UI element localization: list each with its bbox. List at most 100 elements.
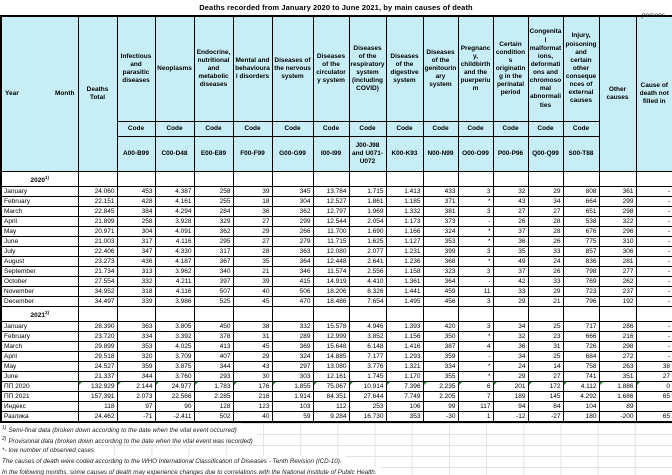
month-row-label: June bbox=[0, 371, 79, 383]
data-cell: 3.760 bbox=[154, 371, 195, 383]
empty-cell bbox=[312, 306, 350, 323]
code-range: C00-D48 bbox=[154, 136, 195, 172]
empty-cell bbox=[492, 306, 529, 323]
data-cell: 1.293 bbox=[385, 351, 424, 363]
data-cell: 21 bbox=[232, 266, 273, 278]
month-row-label: June bbox=[0, 236, 79, 248]
data-cell: 1.173 bbox=[385, 216, 424, 228]
data-cell: 413 bbox=[193, 341, 234, 353]
data-cell: 297 bbox=[271, 361, 314, 373]
data-cell: 355 bbox=[422, 371, 459, 383]
data-cell: 387 bbox=[422, 341, 459, 353]
data-cell: 329 bbox=[193, 216, 234, 228]
data-cell: 28 bbox=[527, 216, 564, 228]
data-cell: 1.855 bbox=[271, 381, 314, 393]
month-row-label: January bbox=[0, 321, 79, 333]
data-cell: 318 bbox=[116, 286, 156, 298]
data-cell: 1.170 bbox=[385, 371, 424, 383]
data-cell: 6 bbox=[457, 381, 494, 393]
data-cell: 94 bbox=[492, 401, 529, 413]
data-cell: 456 bbox=[422, 296, 459, 308]
code-label: Code bbox=[492, 121, 529, 137]
data-cell: 371 bbox=[422, 196, 459, 208]
empty-cell bbox=[562, 306, 600, 323]
data-cell: 3.852 bbox=[348, 331, 387, 343]
data-cell: 39 bbox=[232, 186, 273, 198]
data-cell: 299 bbox=[598, 196, 637, 208]
data-cell: 36 bbox=[492, 236, 529, 248]
data-cell: 7.396 bbox=[385, 381, 424, 393]
data-cell: 40 bbox=[232, 411, 273, 423]
data-cell: 3.709 bbox=[154, 351, 195, 363]
data-cell: 2.144 bbox=[116, 381, 156, 393]
data-cell: 38 bbox=[232, 321, 273, 333]
empty-cell bbox=[422, 306, 459, 323]
data-cell: 1.158 bbox=[385, 266, 424, 278]
month-label: Month bbox=[55, 89, 75, 97]
data-cell: 1.332 bbox=[385, 206, 424, 218]
data-cell: 4.091 bbox=[154, 226, 195, 238]
data-cell: 27 bbox=[527, 371, 564, 383]
footnotes-area: 1) Semi-final data (broken down according… bbox=[0, 423, 672, 475]
code-range: I00-I99 bbox=[312, 136, 350, 172]
data-cell: 344 bbox=[193, 361, 234, 373]
data-cell: 34 bbox=[492, 351, 529, 363]
summary-row-label: ПП 2021 bbox=[0, 391, 79, 403]
month-row-label: January bbox=[0, 186, 79, 198]
data-cell: 717 bbox=[562, 321, 600, 333]
data-cell: 43 bbox=[492, 196, 529, 208]
data-cell: 132.929 bbox=[77, 381, 118, 393]
col-header-disease: Certain conditions originating in the pe… bbox=[492, 15, 529, 122]
data-cell: 450 bbox=[193, 321, 234, 333]
data-cell: 857 bbox=[562, 246, 600, 258]
data-cell: 281 bbox=[598, 256, 637, 268]
code-range: E00-E89 bbox=[193, 136, 234, 172]
data-cell: 397 bbox=[193, 276, 234, 288]
data-cell: 99 bbox=[422, 401, 459, 413]
data-cell: 415 bbox=[271, 276, 314, 288]
code-range: P00-P96 bbox=[492, 136, 529, 172]
data-cell: 216 bbox=[598, 331, 637, 343]
data-cell: 664 bbox=[562, 196, 600, 208]
data-cell: 27 bbox=[527, 206, 564, 218]
data-cell: -200 bbox=[598, 411, 637, 423]
code-range: N00-N99 bbox=[422, 136, 459, 172]
data-cell: 15.648 bbox=[312, 341, 350, 353]
footnote: 1) Semi-final data (broken down according… bbox=[0, 423, 672, 435]
data-cell: 363 bbox=[116, 321, 156, 333]
code-range: Q00-Q99 bbox=[527, 136, 564, 172]
data-cell: 1.690 bbox=[348, 226, 387, 238]
data-cell: 3.776 bbox=[348, 361, 387, 373]
data-cell: 324 bbox=[271, 351, 314, 363]
month-row-label: December bbox=[0, 296, 79, 308]
data-cell: 97 bbox=[116, 401, 156, 413]
empty-cell bbox=[635, 170, 672, 188]
data-cell: 332 bbox=[116, 276, 156, 288]
col-header-disease: Diseases of the nervous system bbox=[271, 15, 314, 122]
footnote-text: Provisional data (broken down according … bbox=[8, 438, 253, 446]
data-cell: 775 bbox=[562, 236, 600, 248]
data-cell: 284 bbox=[193, 206, 234, 218]
data-cell: 317 bbox=[193, 246, 234, 258]
data-cell: 350 bbox=[422, 331, 459, 343]
data-cell: 345 bbox=[271, 186, 314, 198]
footnote: The causes of death were coded according… bbox=[0, 456, 672, 468]
data-cell: 298 bbox=[598, 206, 637, 218]
data-cell: 33 bbox=[527, 276, 564, 288]
data-cell: -27 bbox=[527, 411, 564, 423]
empty-cell bbox=[598, 170, 637, 188]
data-cell: 216 bbox=[232, 391, 273, 403]
year-row-label: 20201) bbox=[0, 170, 79, 188]
data-cell: 237 bbox=[598, 286, 637, 298]
data-cell: 11.700 bbox=[312, 226, 350, 238]
data-cell: 22.151 bbox=[77, 196, 118, 208]
data-cell: 334 bbox=[116, 331, 156, 343]
data-cell: 26 bbox=[527, 236, 564, 248]
month-row-label: April bbox=[0, 216, 79, 228]
data-cell: 339 bbox=[116, 296, 156, 308]
data-cell: 368 bbox=[422, 256, 459, 268]
data-cell: 29 bbox=[527, 186, 564, 198]
data-cell: 1.236 bbox=[385, 256, 424, 268]
data-cell: 23.273 bbox=[77, 256, 118, 268]
data-cell: 1.715 bbox=[348, 186, 387, 198]
